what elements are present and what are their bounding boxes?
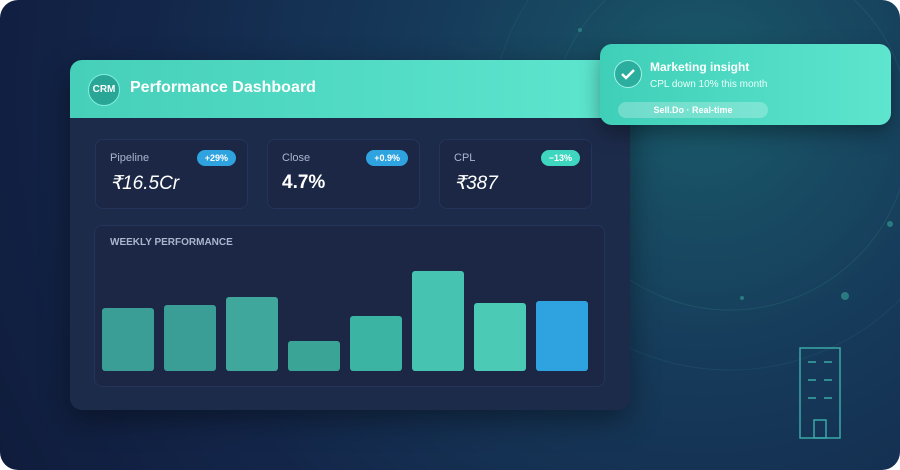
kpi-badge: −13%	[540, 150, 580, 166]
notification-title: Marketing insight	[650, 60, 750, 74]
bar	[226, 297, 278, 371]
bar	[412, 271, 464, 371]
title: Performance Dashboard	[130, 79, 316, 96]
kpi-label: CPL	[454, 152, 476, 164]
kpi-label: Pipeline	[110, 152, 150, 164]
dashboard-panel: CRM Performance Dashboard WEEKLY PERFORM…	[70, 60, 630, 410]
chart-title: WEEKLY PERFORMANCE	[110, 237, 233, 248]
kpi-card: Close +0.9% 4.7%	[267, 139, 420, 209]
bar	[536, 301, 588, 371]
kpi-card: CPL −13% ₹387	[439, 139, 592, 209]
kpi-card: Pipeline +29% ₹16.5Cr	[95, 139, 248, 209]
check-icon	[614, 60, 642, 88]
kpi-badge: +0.9%	[366, 150, 408, 166]
header: CRM Performance Dashboard	[70, 60, 630, 118]
kpi-value: 4.7%	[282, 172, 326, 193]
notification-tag: Sell.Do · Real-time	[618, 102, 768, 118]
bar	[288, 341, 340, 371]
kpi-value: ₹16.5Cr	[110, 173, 180, 194]
bar	[350, 316, 402, 371]
notification-text: CPL down 10% this month	[650, 79, 768, 90]
bar	[474, 303, 526, 371]
chart-card: WEEKLY PERFORMANCE	[94, 225, 605, 387]
notification: Marketing insight CPL down 10% this mont…	[600, 44, 891, 125]
kpi-label: Close	[282, 152, 311, 164]
bar	[102, 308, 154, 371]
bar	[164, 305, 216, 371]
kpi-value: ₹387	[454, 173, 498, 194]
logo: CRM	[88, 74, 120, 106]
kpi-badge: +29%	[196, 150, 236, 166]
